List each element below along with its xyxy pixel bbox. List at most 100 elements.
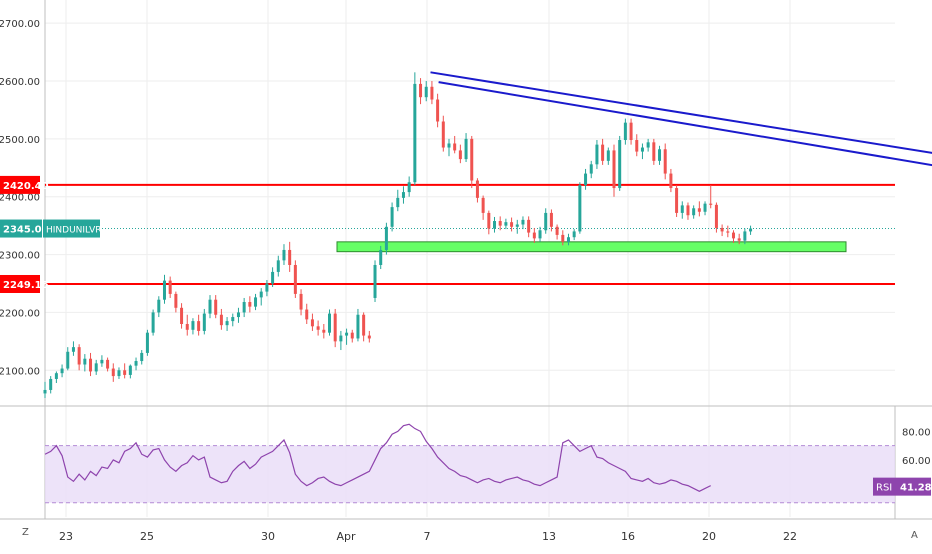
rsi-band	[45, 446, 895, 503]
candle-body	[504, 222, 507, 225]
candle-body	[345, 333, 348, 336]
candle-body	[698, 208, 701, 211]
candle-body	[641, 148, 644, 152]
candle-body	[66, 352, 69, 369]
candle-body	[499, 221, 502, 226]
candle-body	[351, 333, 354, 339]
candle-body	[231, 317, 234, 321]
candle-body	[675, 188, 678, 213]
candle-body	[510, 222, 513, 227]
candle-body	[681, 205, 684, 213]
candle-body	[578, 185, 581, 231]
candle-body	[595, 145, 598, 165]
candle-body	[146, 333, 149, 353]
candle-body	[692, 208, 695, 215]
candle-body	[669, 174, 672, 188]
candle-body	[379, 250, 382, 265]
candle-body	[738, 238, 741, 240]
rsi-tick-label: 60.00	[902, 456, 931, 467]
candle-body	[117, 370, 120, 376]
candle-body	[174, 294, 177, 308]
candle-body	[100, 360, 103, 363]
timezone-icon[interactable]: Z	[22, 527, 29, 538]
candle-body	[470, 139, 473, 181]
candle-body	[430, 87, 433, 100]
auto-scale-icon[interactable]: A	[911, 530, 918, 541]
candle-body	[630, 123, 633, 140]
candle-body	[112, 369, 115, 377]
candle-body	[214, 300, 217, 315]
candle-body	[493, 221, 496, 229]
candle-body	[135, 361, 138, 366]
support-zone	[337, 242, 846, 252]
candle-body	[419, 84, 422, 97]
candle-body	[237, 312, 240, 317]
candle-body	[311, 319, 314, 326]
candle-body	[726, 231, 729, 232]
symbol-tag: HINDUNILVR	[46, 226, 102, 236]
x-tick-label: 22	[783, 530, 797, 543]
candle-body	[282, 250, 285, 260]
candle-body	[658, 149, 661, 161]
candle-body	[271, 272, 274, 284]
x-tick-label: 13	[542, 530, 556, 543]
candle-body	[374, 265, 377, 298]
candle-body	[197, 321, 200, 331]
candle-body	[709, 204, 712, 205]
last-price-tag: 2345.00	[3, 225, 49, 236]
candle-body	[527, 220, 530, 233]
level-tag-lower: 2249.15	[3, 280, 49, 291]
level-tag-upper: 2420.40	[3, 181, 49, 192]
candle-body	[447, 143, 450, 147]
candle-body	[157, 300, 160, 313]
candle-body	[95, 363, 98, 371]
candle-body	[635, 140, 638, 152]
candle-body	[556, 227, 559, 235]
candle-body	[89, 359, 92, 372]
candle-body	[584, 174, 587, 186]
candle-body	[721, 228, 724, 231]
candle-body	[402, 192, 405, 198]
candle-body	[83, 359, 86, 365]
x-tick-label: Apr	[336, 530, 356, 543]
candle-body	[328, 314, 331, 333]
candle-body	[618, 140, 621, 188]
price-tick-label: 2300.00	[0, 251, 40, 262]
candle-body	[590, 164, 593, 173]
x-tick-label: 20	[702, 530, 716, 543]
candle-body	[459, 150, 462, 159]
rsi-tick-label: 80.00	[902, 427, 931, 438]
x-tick-label: 23	[59, 530, 73, 543]
candle-body	[300, 294, 303, 310]
candle-body	[169, 281, 172, 294]
rsi-label: RSI	[876, 483, 892, 494]
candle-body	[152, 312, 155, 332]
candle-body	[408, 182, 411, 192]
candle-body	[465, 139, 468, 159]
candle-body	[607, 150, 610, 160]
candle-body	[567, 237, 570, 242]
candle-body	[129, 366, 132, 375]
candle-body	[561, 235, 564, 242]
candle-body	[453, 143, 456, 150]
candle-body	[396, 198, 399, 207]
candle-body	[265, 284, 268, 292]
candle-body	[226, 321, 229, 325]
x-tick-label: 7	[424, 530, 431, 543]
candle-body	[368, 336, 371, 339]
candle-body	[288, 250, 291, 265]
rsi-value: 41.28	[900, 483, 932, 494]
candle-body	[243, 302, 246, 312]
candle-body	[317, 326, 320, 329]
candle-body	[191, 321, 194, 330]
candle-body	[163, 281, 166, 300]
candle-body	[61, 369, 64, 374]
candle-body	[664, 149, 667, 173]
x-tick-label: 25	[140, 530, 154, 543]
candle-body	[516, 224, 519, 226]
candle-body	[391, 207, 394, 227]
candle-body	[487, 213, 490, 229]
candle-body	[180, 308, 183, 324]
candle-body	[425, 87, 428, 97]
candle-body	[44, 390, 47, 393]
